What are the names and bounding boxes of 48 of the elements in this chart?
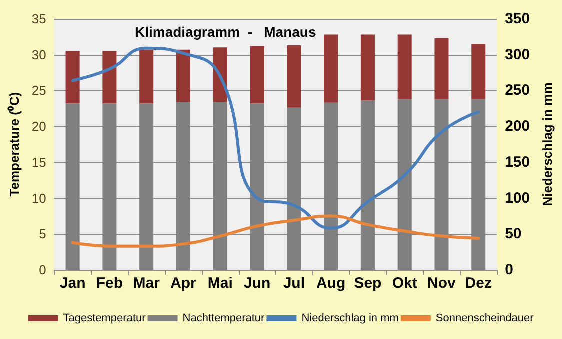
x-tick-label: Mai <box>208 275 233 292</box>
legend-label: Nachttemperatur <box>182 312 266 324</box>
bar <box>398 34 412 100</box>
bar <box>66 51 80 104</box>
x-tick-label: Dez <box>465 275 492 292</box>
x-tick-label: Aug <box>316 275 346 292</box>
bar <box>324 34 338 103</box>
x-tick-label: Okt <box>392 275 418 292</box>
x-tick-label: Mar <box>133 275 160 292</box>
bar <box>472 44 486 100</box>
bar <box>102 51 117 104</box>
bar <box>140 50 154 104</box>
y-tick-label: 35 <box>32 12 46 26</box>
line-series <box>71 214 480 248</box>
x-tick-label: Sep <box>354 275 382 292</box>
x-tick-label: Jan <box>60 275 86 292</box>
y2-tick-label: 350 <box>505 10 530 28</box>
bar <box>250 46 264 104</box>
x-tick-label: Apr <box>170 275 197 292</box>
x-tick-label: Jun <box>244 275 271 292</box>
y2-tick-label: 300 <box>505 46 530 64</box>
y2-tick-label: 250 <box>505 82 530 100</box>
line-series <box>71 46 480 230</box>
legend-label: Niederschlag in mm <box>302 312 399 324</box>
x-tick-label: Feb <box>96 275 124 292</box>
y-tick-label: 0 <box>39 262 46 278</box>
bar <box>287 46 302 108</box>
y-tick-label: 15 <box>32 154 46 170</box>
bar <box>360 34 375 101</box>
y2-tick-label: 50 <box>505 226 522 243</box>
y-tick-label: 10 <box>32 190 46 206</box>
legend-label: Sonnenscheindauer <box>436 312 534 324</box>
legend-label: Tagestemperatur <box>63 312 146 324</box>
y-tick-label: 30 <box>32 47 46 62</box>
y2-tick-label: 200 <box>505 118 530 136</box>
x-tick-label: Jul <box>283 275 306 292</box>
y-tick-label: 20 <box>32 119 46 134</box>
y-axis-title: Temperature (⁰C) <box>7 92 22 197</box>
y2-axis-title: Niederschlag in mm <box>540 82 555 206</box>
x-tick-label: Nov <box>428 275 457 292</box>
bar <box>176 50 190 102</box>
bar <box>434 38 449 100</box>
y-tick-label: 5 <box>39 226 46 242</box>
y-tick-label: 25 <box>32 83 46 98</box>
y2-tick-label: 0 <box>505 262 514 278</box>
chart-title: Klimadiagramm - Manaus <box>135 24 316 40</box>
y2-tick-label: 100 <box>505 190 530 207</box>
y2-tick-label: 150 <box>505 154 530 171</box>
